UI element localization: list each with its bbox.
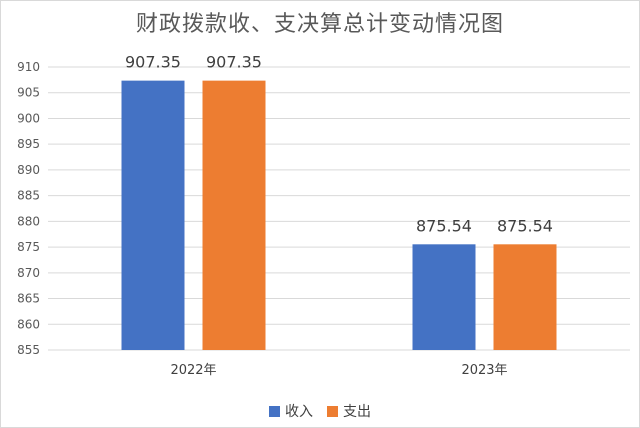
bar-expense	[202, 80, 266, 351]
y-tick-label: 880	[17, 214, 40, 228]
y-tick-label: 855	[17, 343, 40, 357]
y-tick-label: 875	[17, 240, 40, 254]
bar-income	[412, 244, 476, 350]
y-tick-label: 895	[17, 137, 40, 151]
data-label: 875.54	[497, 216, 553, 235]
x-tick-label: 2023年	[461, 363, 507, 378]
data-label: 875.54	[416, 216, 472, 235]
legend-label-expense: 支出	[343, 404, 371, 420]
y-tick-label: 900	[17, 111, 40, 125]
y-tick-label: 870	[17, 266, 40, 280]
legend-label-income: 收入	[285, 404, 313, 420]
y-tick-label: 865	[17, 292, 40, 306]
chart-title: 财政拨款收、支决算总计变动情况图	[135, 12, 504, 37]
data-label: 907.35	[206, 53, 262, 72]
legend-item-expense: 支出	[327, 401, 371, 421]
data-label: 907.35	[125, 53, 181, 72]
bar-expense	[493, 244, 557, 350]
legend-swatch-income	[269, 405, 280, 417]
bar-income	[121, 80, 185, 351]
y-tick-label: 860	[17, 317, 40, 331]
legend: 收入 支出	[0, 401, 640, 421]
legend-swatch-expense	[327, 405, 338, 417]
y-tick-label: 910	[17, 60, 40, 74]
y-tick-label: 885	[17, 189, 40, 203]
y-tick-label: 890	[17, 163, 40, 177]
legend-item-income: 收入	[269, 401, 313, 421]
x-tick-label: 2022年	[170, 363, 216, 378]
y-tick-label: 905	[17, 86, 40, 100]
